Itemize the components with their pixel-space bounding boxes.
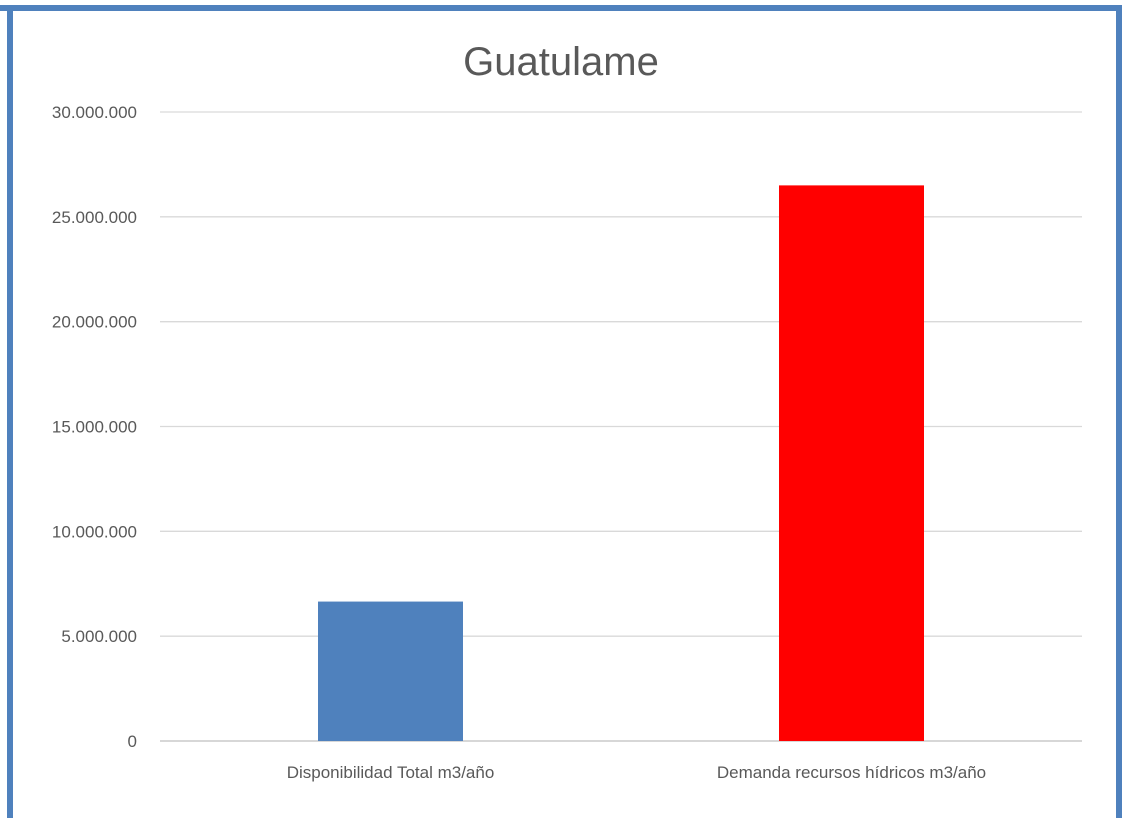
y-axis-tick-labels: 0 5.000.000 10.000.000 15.000.000 20.000.000… (52, 103, 137, 751)
y-tick-label: 15.000.000 (52, 418, 137, 437)
y-tick-label: 30.000.000 (52, 103, 137, 122)
y-tick-label: 5.000.000 (61, 627, 137, 646)
y-tick-label: 20.000.000 (52, 313, 137, 332)
y-tick-label: 0 (128, 732, 137, 751)
chart-title: Guatulame (463, 40, 659, 84)
y-tick-label: 10.000.000 (52, 522, 137, 541)
x-axis-category-labels: Disponibilidad Total m3/año Demanda recur… (287, 763, 986, 782)
bar-1 (318, 601, 463, 741)
category-label: Disponibilidad Total m3/año (287, 763, 495, 782)
frame-border-top (0, 5, 1122, 11)
category-label: Demanda recursos hídricos m3/año (717, 763, 986, 782)
y-tick-label: 25.000.000 (52, 208, 137, 227)
frame-border-left (7, 5, 13, 818)
frame-border-right (1116, 5, 1122, 818)
bars (318, 185, 924, 742)
bar-2 (779, 185, 924, 742)
gridlines (160, 111, 1082, 742)
